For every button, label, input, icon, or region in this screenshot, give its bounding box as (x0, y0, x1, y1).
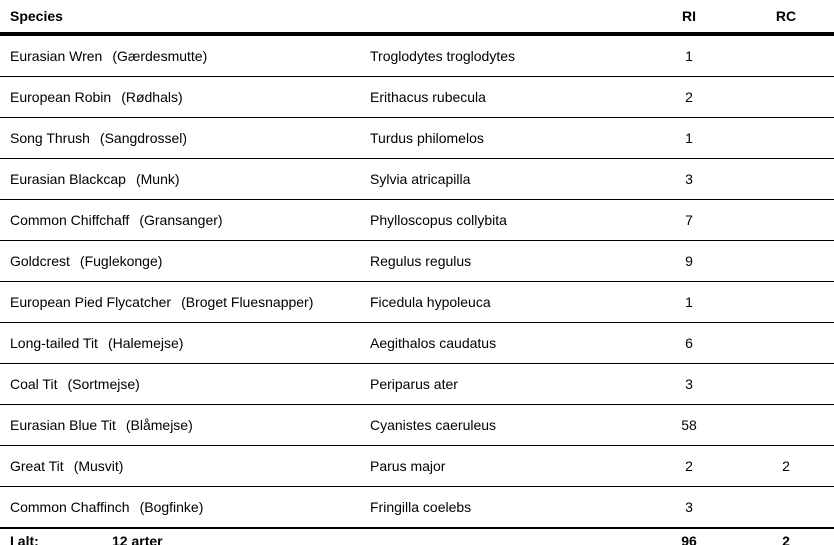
ri-total: 96 (640, 528, 738, 545)
species-common-name: Long-tailed Tit (10, 335, 98, 351)
table-row: Song Thrush (Sangdrossel) Turdus philomel… (0, 117, 834, 159)
ri-value: 3 (640, 363, 738, 405)
species-common-name: Goldcrest (10, 253, 70, 269)
species-common-name: Common Chiffchaff (10, 212, 130, 228)
species-scientific-name: Periparus ater (370, 363, 640, 405)
species-common-name: Song Thrush (10, 130, 90, 146)
species-scientific-name: Aegithalos caudatus (370, 322, 640, 364)
table-row: Common Chaffinch (Bogfinke) Fringilla coe… (0, 486, 834, 529)
rc-total: 2 (738, 528, 834, 545)
ri-value: 3 (640, 158, 738, 200)
rc-value (738, 281, 834, 323)
species-danish-name: (Munk) (135, 171, 180, 187)
ri-value: 1 (640, 281, 738, 323)
totals-label: I alt: (10, 533, 39, 545)
species-scientific-name: Sylvia atricapilla (370, 158, 640, 200)
species-scientific-name: Troglodytes troglodytes (370, 34, 640, 77)
species-scientific-name: Phylloscopus collybita (370, 199, 640, 241)
species-danish-name: (Rødhals) (121, 89, 183, 105)
species-common-name: Great Tit (10, 458, 64, 474)
table-row: Common Chiffchaff (Gransanger) Phylloscop… (0, 199, 834, 241)
rc-value (738, 322, 834, 364)
table-row: Goldcrest (Fuglekonge) Regulus regulus 9 (0, 240, 834, 282)
species-danish-name: (Gærdesmutte) (112, 48, 208, 64)
rc-value: 2 (738, 445, 834, 487)
rc-value (738, 34, 834, 77)
species-scientific-name: Cyanistes caeruleus (370, 404, 640, 446)
species-danish-name: (Halemejse) (107, 335, 184, 351)
ri-value: 2 (640, 445, 738, 487)
species-danish-name: (Broget Fluesnapper) (181, 294, 314, 310)
rc-value (738, 404, 834, 446)
ri-value: 6 (640, 322, 738, 364)
column-header-ri: RI (640, 0, 738, 36)
ri-value: 1 (640, 34, 738, 77)
species-danish-name: (Fuglekonge) (79, 253, 163, 269)
rc-value (738, 117, 834, 159)
rc-value (738, 486, 834, 529)
ri-value: 7 (640, 199, 738, 241)
species-common-name: Eurasian Wren (10, 48, 103, 64)
species-scientific-name: Regulus regulus (370, 240, 640, 282)
species-danish-name: (Sangdrossel) (99, 130, 188, 146)
species-danish-name: (Bogfinke) (139, 499, 204, 515)
ri-value: 58 (640, 404, 738, 446)
species-scientific-name: Parus major (370, 445, 640, 487)
species-scientific-name: Turdus philomelos (370, 117, 640, 159)
table-row: Long-tailed Tit (Halemejse) Aegithalos ca… (0, 322, 834, 364)
table-row: Eurasian Blackcap (Munk) Sylvia atricapil… (0, 158, 834, 200)
ri-value: 1 (640, 117, 738, 159)
table-row: Coal Tit (Sortmejse) Periparus ater 3 (0, 363, 834, 405)
ri-value: 3 (640, 486, 738, 529)
species-common-name: Eurasian Blue Tit (10, 417, 116, 433)
column-header-species: Species (0, 0, 370, 36)
species-count: 12 arter (112, 533, 163, 545)
species-danish-name: (Sortmejse) (67, 376, 140, 392)
ri-value: 2 (640, 76, 738, 118)
species-danish-name: (Blåmejse) (125, 417, 193, 433)
species-scientific-name: Ficedula hypoleuca (370, 281, 640, 323)
rc-value (738, 76, 834, 118)
totals-row: I alt: 12 arter 96 2 (0, 528, 834, 545)
rc-value (738, 199, 834, 241)
rc-value (738, 363, 834, 405)
table-row: European Robin (Rødhals) Erithacus rubecu… (0, 76, 834, 118)
species-common-name: Coal Tit (10, 376, 58, 392)
species-common-name: Eurasian Blackcap (10, 171, 126, 187)
column-header-rc: RC (738, 0, 834, 36)
rc-value (738, 240, 834, 282)
species-scientific-name: Fringilla coelebs (370, 486, 640, 529)
table-row: Eurasian Blue Tit (Blåmejse) Cyanistes ca… (0, 404, 834, 446)
totals-empty-cell (370, 528, 640, 545)
rc-value (738, 158, 834, 200)
species-danish-name: (Gransanger) (139, 212, 223, 228)
species-danish-name: (Musvit) (73, 458, 124, 474)
species-common-name: European Pied Flycatcher (10, 294, 172, 310)
species-scientific-name: Erithacus rubecula (370, 76, 640, 118)
table-row: Great Tit (Musvit) Parus major 2 2 (0, 445, 834, 487)
table-row: Eurasian Wren (Gærdesmutte) Troglodytes t… (0, 34, 834, 77)
species-common-name: Common Chaffinch (10, 499, 130, 515)
column-header-scientific (370, 0, 640, 36)
table-row: European Pied Flycatcher (Broget Fluesnap… (0, 281, 834, 323)
species-common-name: European Robin (10, 89, 112, 105)
header-row: Species RI RC (0, 0, 834, 36)
ri-value: 9 (640, 240, 738, 282)
